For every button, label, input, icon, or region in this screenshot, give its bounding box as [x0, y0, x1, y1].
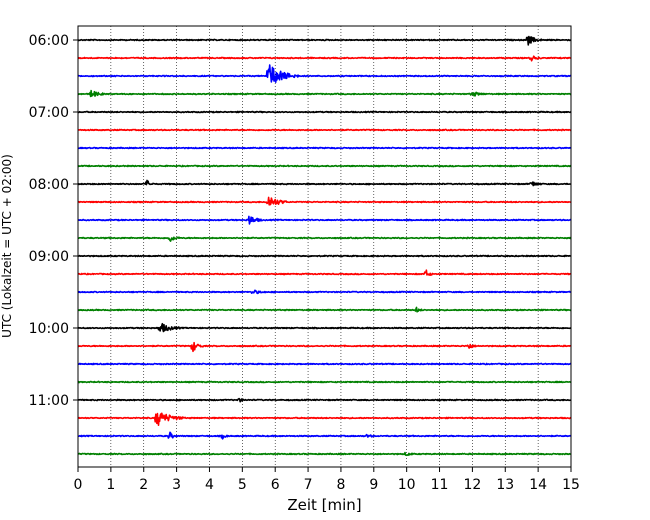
- trace-line: [77, 196, 572, 206]
- trace-line: [77, 306, 572, 313]
- y-axis-ticks: 06:00 07:00 08:00 09:00 10:00 11:00: [29, 33, 78, 409]
- x-tick-label: 8: [336, 477, 345, 493]
- trace-line: [77, 35, 572, 46]
- trace-line: [77, 64, 572, 84]
- y-tick-label: 07:00: [29, 105, 69, 121]
- trace-line: [77, 179, 572, 187]
- x-tick-label: 14: [529, 477, 547, 493]
- x-tick-label: 4: [205, 477, 214, 493]
- x-tick-label: 3: [172, 477, 181, 493]
- y-tick-label: 10:00: [29, 321, 69, 337]
- x-tick-label: 15: [562, 477, 580, 493]
- trace-line: [77, 89, 572, 98]
- x-tick-label: 6: [271, 477, 280, 493]
- trace-line: [77, 110, 572, 114]
- trace-line: [77, 289, 572, 295]
- y-tick-label: 08:00: [29, 177, 69, 193]
- y-tick-label: 11:00: [29, 393, 69, 409]
- x-tick-label: 12: [463, 477, 481, 493]
- y-tick-label: 06:00: [29, 33, 69, 49]
- x-tick-label: 1: [106, 477, 115, 493]
- trace-line: [77, 322, 572, 333]
- x-tick-label: 10: [398, 477, 416, 493]
- trace-line: [77, 362, 572, 366]
- x-tick-label: 11: [431, 477, 449, 493]
- trace-line: [77, 341, 572, 353]
- trace-lines: [77, 35, 572, 457]
- x-axis-ticks: 0 1 2 3 4 5 6 7 8 9 10 11 12 13 14 15: [74, 467, 580, 493]
- trace-line: [77, 215, 572, 225]
- x-tick-label: 13: [496, 477, 514, 493]
- x-tick-label: 2: [139, 477, 148, 493]
- trace-line: [77, 236, 572, 242]
- trace-line: [77, 431, 572, 440]
- y-tick-label: 09:00: [29, 249, 69, 265]
- y-axis-title: UTC (Lokalzeit = UTC + 02:00): [0, 154, 14, 338]
- trace-line: [77, 146, 572, 150]
- trace-line: [77, 128, 572, 132]
- plot-frame: [77, 25, 572, 468]
- x-tick-label: 7: [304, 477, 313, 493]
- trace-line: [77, 412, 572, 426]
- trace-line: [77, 269, 572, 277]
- trace-line: [77, 254, 572, 258]
- trace-line: [77, 451, 572, 457]
- trace-line: [77, 380, 572, 384]
- x-tick-label: 0: [74, 477, 83, 493]
- x-tick-label: 5: [238, 477, 247, 493]
- trace-line: [77, 397, 572, 403]
- x-axis-title: Zeit [min]: [287, 496, 361, 514]
- x-tick-label: 9: [369, 477, 378, 493]
- trace-line: [77, 164, 572, 168]
- trace-line: [77, 55, 572, 62]
